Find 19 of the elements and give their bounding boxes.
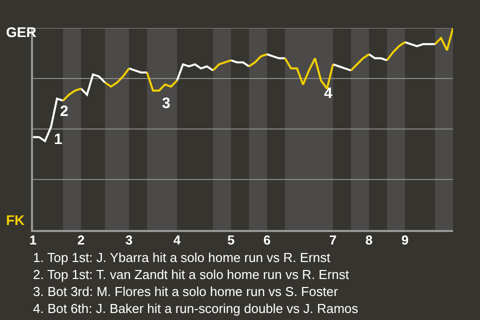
annotation: 3 (162, 95, 170, 112)
x-tick-label: 1 (29, 232, 37, 248)
annotation: 1 (54, 131, 62, 148)
x-tick-label: 5 (227, 232, 235, 248)
x-tick-label: 6 (263, 232, 271, 248)
x-tick-label: 8 (365, 232, 373, 248)
x-tick-label: 2 (77, 232, 85, 248)
text: 1. Top 1st: J. Ybarra hit a solo home run vs R. Ernst (33, 250, 331, 265)
annotation: GER (6, 24, 36, 40)
x-tick-label: 7 (329, 232, 337, 248)
text: FK (6, 212, 25, 228)
x-tick-label: 3 (125, 232, 133, 248)
text: 3. Bot 3rd: M. Flores hit a solo home run vs S. Foster (33, 284, 339, 299)
text: 2. Top 1st: T. van Zandt hit a solo home run vs R. Ernst (33, 267, 350, 282)
x-tick-label: 4 (173, 232, 182, 248)
x-tick-label: 9 (401, 232, 409, 248)
annotation: 2 (60, 103, 68, 120)
annotation: 4 (324, 85, 333, 102)
text: 4. Bot 6th: J. Baker hit a run-scoring double vs J. Ramos (33, 301, 359, 316)
